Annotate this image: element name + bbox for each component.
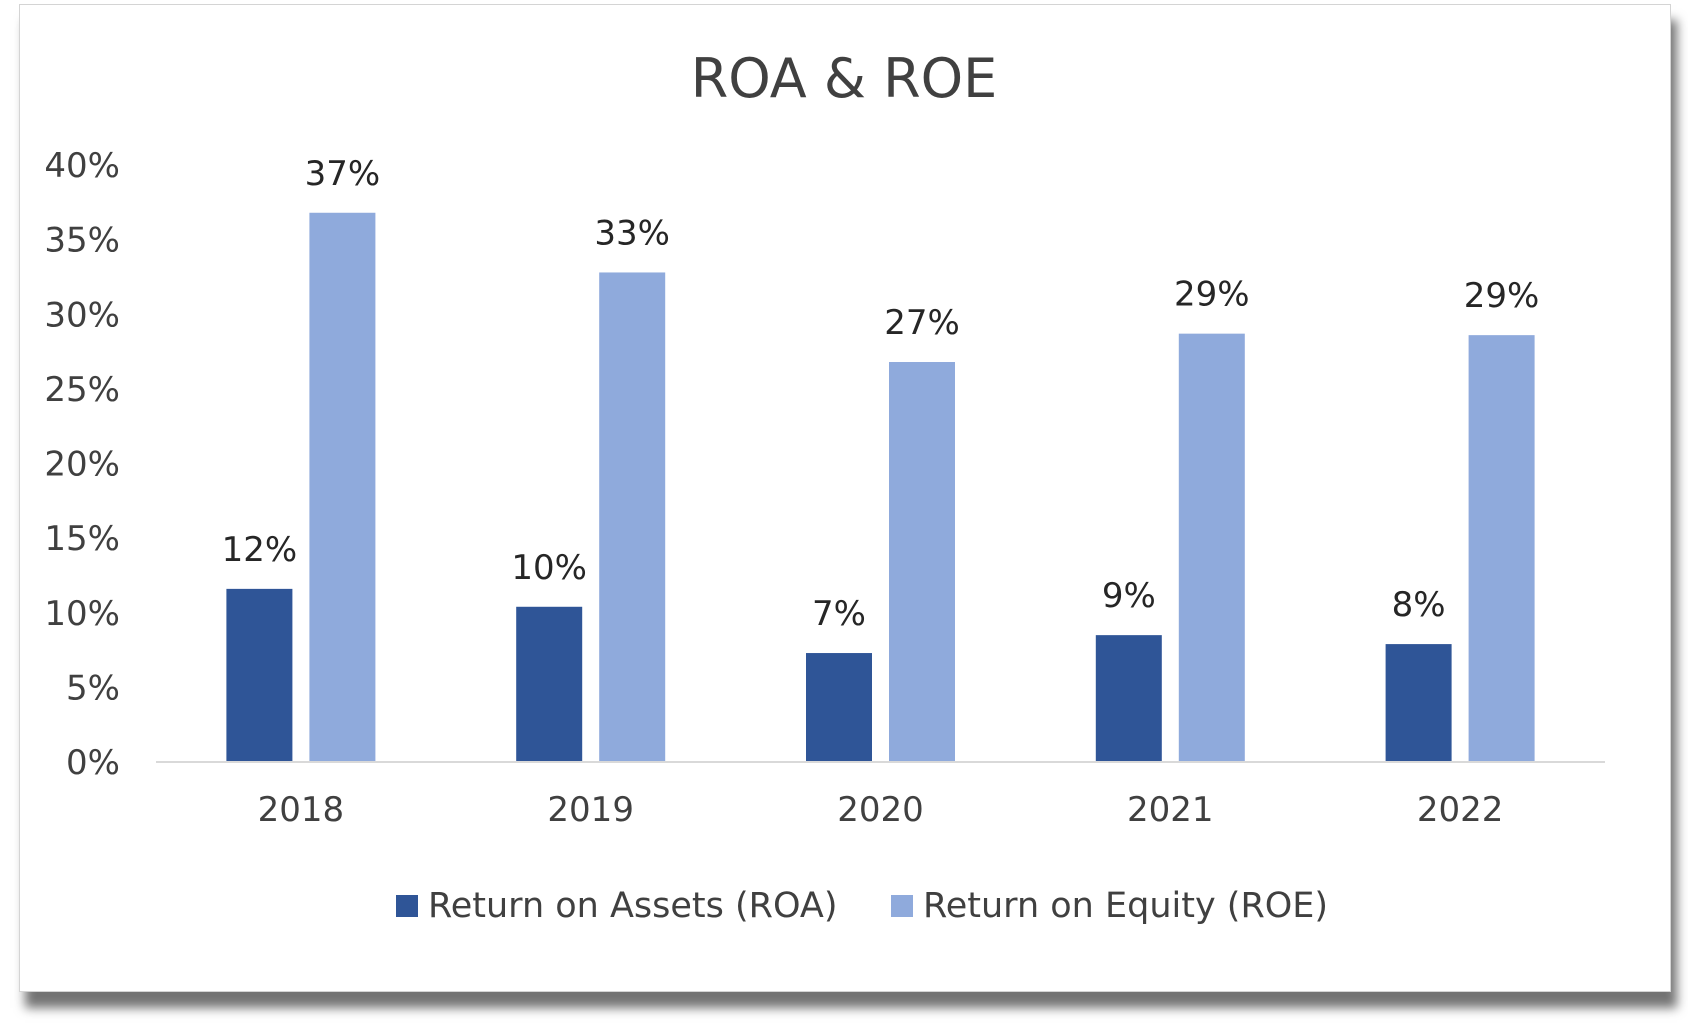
data-label-roa-2018: 12% <box>222 530 298 570</box>
y-tick-label: 35% <box>44 221 120 261</box>
x-tick-label: 2019 <box>547 790 634 830</box>
bar-roa-2021 <box>1095 635 1162 762</box>
data-label-roe-2020: 27% <box>884 303 960 343</box>
data-label-roe-2019: 33% <box>594 213 670 253</box>
x-tick-label: 2022 <box>1417 790 1504 830</box>
bar-roe-2019 <box>599 272 666 762</box>
y-tick-label: 10% <box>44 594 120 634</box>
legend-swatch-roe <box>891 895 913 917</box>
legend-label-roe: Return on Equity (ROE) <box>923 886 1328 926</box>
legend: Return on Assets (ROA) Return on Equity (… <box>396 886 1328 926</box>
x-tick-label: 2020 <box>837 790 924 830</box>
roa-roe-bar-chart: ROA & ROE 0% 5% 10% 15% 20% 25% 30% 35% 40% 12% 3… <box>44 47 1605 926</box>
x-tick-label: 2018 <box>258 790 345 830</box>
y-tick-label: 25% <box>44 370 120 410</box>
bar-roe-2021 <box>1178 333 1245 762</box>
bar-roe-2022 <box>1468 335 1535 762</box>
x-axis: 2018 2019 2020 2021 2022 <box>258 790 1504 830</box>
data-label-roe-2018: 37% <box>305 154 381 194</box>
y-tick-label: 0% <box>66 743 120 783</box>
y-tick-label: 30% <box>44 295 120 335</box>
data-label-roa-2019: 10% <box>511 548 587 588</box>
bar-roa-2018 <box>226 588 293 762</box>
bars <box>226 212 1535 762</box>
y-tick-label: 20% <box>44 445 120 485</box>
legend-swatch-roa <box>396 895 418 917</box>
bar-labels: 12% 37% 10% 33% 7% 27% 9% 29% 8% 29% <box>222 154 1540 634</box>
y-tick-label: 40% <box>44 146 120 186</box>
y-tick-label: 5% <box>66 668 120 708</box>
legend-label-roa: Return on Assets (ROA) <box>428 886 838 926</box>
bar-roa-2019 <box>516 606 583 762</box>
x-tick-label: 2021 <box>1127 790 1214 830</box>
bar-roa-2022 <box>1385 644 1452 762</box>
bar-roe-2018 <box>309 212 376 762</box>
data-label-roa-2020: 7% <box>812 594 866 634</box>
bar-roe-2020 <box>889 362 955 762</box>
data-label-roe-2022: 29% <box>1464 276 1540 316</box>
bar-roa-2020 <box>806 653 872 762</box>
y-tick-label: 15% <box>44 519 120 559</box>
data-label-roe-2021: 29% <box>1174 275 1250 315</box>
data-label-roa-2021: 9% <box>1102 576 1156 616</box>
chart-title: ROA & ROE <box>691 47 998 110</box>
chart-frame: ROA & ROE 0% 5% 10% 15% 20% 25% 30% 35% 40% 12% 3… <box>19 4 1671 992</box>
data-label-roa-2022: 8% <box>1392 585 1446 625</box>
y-axis: 0% 5% 10% 15% 20% 25% 30% 35% 40% <box>44 146 120 783</box>
